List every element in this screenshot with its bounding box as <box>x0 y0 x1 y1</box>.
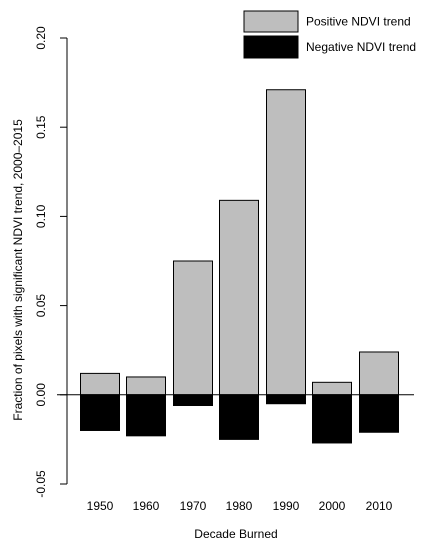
x-axis: 1950 1960 1970 1980 1990 2000 2010 <box>87 499 393 513</box>
legend-label-negative: Negative NDVI trend <box>306 40 416 54</box>
negative-bar-2010 <box>360 395 399 432</box>
legend-label-positive: Positive NDVI trend <box>306 15 411 29</box>
y-tick-label: 0.15 <box>34 115 48 139</box>
bars-group <box>81 90 399 443</box>
y-tick-label: 0.10 <box>34 204 48 228</box>
y-axis-title: Fraction of pixels with significant NDVI… <box>11 119 25 421</box>
x-tick-label-1980: 1980 <box>226 499 253 513</box>
x-tick-label-1950: 1950 <box>87 499 114 513</box>
positive-bar-1960 <box>127 377 166 395</box>
x-tick-label-2010: 2010 <box>366 499 393 513</box>
x-axis-title: Decade Burned <box>194 527 277 541</box>
x-tick-label-1970: 1970 <box>180 499 207 513</box>
y-tick-label: 0.00 <box>34 383 48 407</box>
y-tick-label: 0.20 <box>34 26 48 50</box>
negative-bar-1960 <box>127 395 166 436</box>
positive-bar-1970 <box>174 261 213 395</box>
y-axis: -0.05 0.00 0.05 0.10 0.15 0.20 <box>34 26 67 498</box>
negative-bar-1950 <box>81 395 120 431</box>
y-tick-label: -0.05 <box>34 470 48 498</box>
x-tick-label-1960: 1960 <box>133 499 160 513</box>
positive-bar-2010 <box>360 352 399 395</box>
positive-bar-1980 <box>220 200 259 394</box>
negative-bar-2000 <box>313 395 352 443</box>
legend-swatch-negative <box>244 36 298 58</box>
legend: Positive NDVI trend Negative NDVI trend <box>244 11 416 58</box>
x-tick-label-1990: 1990 <box>273 499 300 513</box>
x-tick-label-2000: 2000 <box>319 499 346 513</box>
positive-bar-1950 <box>81 373 120 394</box>
positive-bar-2000 <box>313 382 352 394</box>
negative-bar-1990 <box>267 395 306 404</box>
legend-swatch-positive <box>244 11 298 32</box>
positive-bar-1990 <box>267 90 306 395</box>
negative-bar-1970 <box>174 395 213 406</box>
negative-bar-1980 <box>220 395 259 440</box>
y-tick-label: 0.05 <box>34 294 48 318</box>
